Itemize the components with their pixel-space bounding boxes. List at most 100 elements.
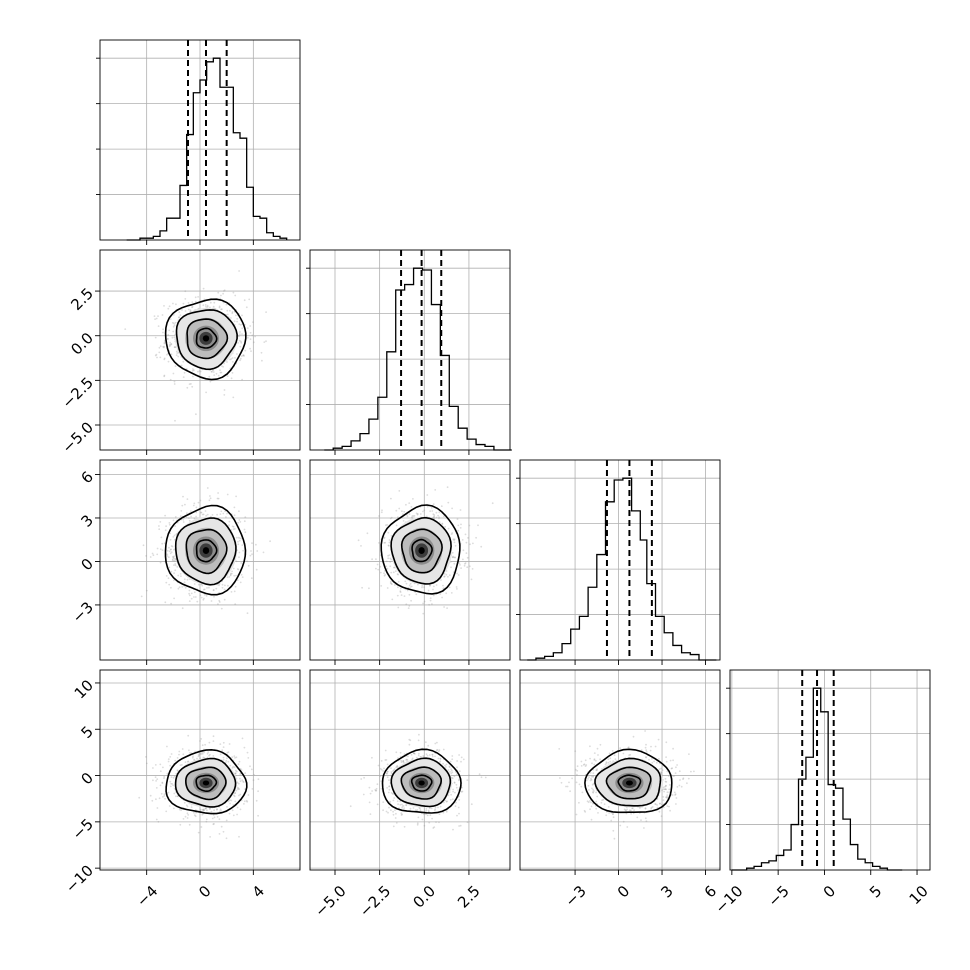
sample-point bbox=[179, 823, 182, 826]
sample-point bbox=[154, 354, 157, 357]
sample-point bbox=[426, 754, 429, 757]
sample-point bbox=[439, 758, 442, 760]
sample-point bbox=[201, 813, 204, 816]
sample-point bbox=[233, 590, 236, 593]
sample-point bbox=[413, 515, 416, 517]
sample-point bbox=[409, 739, 412, 742]
sample-point bbox=[206, 487, 209, 489]
sample-point bbox=[427, 744, 430, 747]
sample-point bbox=[238, 551, 241, 554]
sample-point bbox=[220, 365, 223, 367]
sample-point bbox=[383, 537, 385, 540]
sample-point bbox=[202, 513, 205, 516]
sample-point bbox=[405, 759, 407, 761]
sample-point bbox=[158, 797, 161, 800]
sample-point bbox=[182, 518, 185, 521]
sample-point bbox=[239, 345, 242, 348]
sample-point bbox=[432, 513, 435, 516]
sample-point bbox=[438, 511, 441, 514]
sample-point bbox=[412, 807, 415, 809]
sample-point bbox=[243, 520, 246, 523]
sample-point bbox=[480, 545, 483, 548]
sample-point bbox=[469, 543, 471, 546]
sample-point bbox=[231, 570, 234, 573]
sample-point bbox=[674, 794, 676, 796]
sample-point bbox=[167, 307, 170, 310]
sample-point bbox=[225, 516, 227, 518]
sample-point bbox=[204, 807, 207, 810]
sample-point bbox=[421, 586, 423, 589]
sample-point bbox=[462, 558, 464, 561]
sample-point bbox=[455, 773, 458, 776]
sample-point bbox=[458, 812, 460, 815]
sample-point bbox=[396, 594, 399, 597]
sample-point bbox=[447, 575, 449, 578]
sample-point bbox=[176, 566, 179, 568]
sample-point bbox=[416, 513, 419, 516]
sample-point bbox=[461, 790, 464, 793]
sample-point bbox=[395, 822, 398, 824]
sample-point bbox=[392, 813, 395, 816]
sample-point bbox=[190, 592, 193, 595]
sample-point bbox=[190, 597, 193, 600]
sample-point bbox=[457, 524, 460, 527]
sample-point bbox=[257, 778, 260, 781]
sample-point bbox=[391, 598, 394, 601]
sample-point bbox=[244, 531, 247, 534]
sample-point bbox=[452, 555, 454, 558]
y-tick-label: −3 bbox=[69, 598, 97, 626]
sample-point bbox=[251, 553, 253, 556]
sample-point bbox=[204, 510, 207, 512]
sample-point bbox=[452, 790, 454, 793]
sample-point bbox=[163, 345, 166, 348]
sample-point bbox=[455, 801, 457, 804]
sample-point bbox=[170, 602, 173, 605]
sample-point bbox=[402, 520, 405, 522]
sample-point bbox=[394, 817, 397, 819]
sample-point bbox=[565, 785, 567, 788]
sample-point bbox=[170, 545, 173, 547]
sample-point bbox=[211, 817, 214, 820]
sample-point bbox=[669, 809, 671, 812]
sample-point bbox=[188, 592, 191, 595]
sample-point bbox=[225, 303, 228, 306]
sample-point bbox=[234, 294, 237, 297]
sample-point bbox=[243, 803, 245, 805]
contour-line bbox=[174, 517, 237, 586]
sample-point bbox=[442, 811, 445, 814]
sample-point bbox=[194, 596, 197, 598]
sample-point bbox=[173, 548, 175, 551]
sample-point bbox=[465, 552, 468, 554]
sample-point bbox=[418, 752, 420, 755]
sample-point bbox=[393, 584, 396, 586]
sample-point bbox=[456, 572, 458, 575]
sample-point bbox=[248, 298, 251, 301]
sample-point bbox=[377, 568, 380, 571]
sample-point bbox=[254, 335, 256, 338]
sample-point bbox=[386, 567, 389, 570]
sample-point bbox=[453, 541, 456, 544]
sample-point bbox=[393, 566, 396, 569]
sample-point bbox=[409, 586, 412, 588]
sample-point bbox=[170, 782, 173, 785]
sample-point bbox=[397, 516, 399, 519]
sample-point bbox=[425, 809, 428, 812]
sample-point bbox=[155, 317, 158, 320]
contour-line bbox=[195, 539, 218, 563]
sample-point bbox=[216, 583, 219, 586]
sample-point bbox=[163, 346, 165, 349]
sample-point bbox=[168, 546, 170, 549]
sample-point bbox=[188, 594, 191, 597]
sample-point bbox=[184, 298, 187, 300]
sample-point bbox=[205, 514, 208, 517]
sample-point bbox=[184, 310, 187, 312]
sample-point bbox=[155, 798, 157, 801]
sample-point bbox=[428, 821, 431, 824]
sample-point bbox=[390, 792, 393, 794]
sample-point bbox=[250, 350, 252, 352]
sample-point bbox=[445, 573, 448, 576]
sample-point bbox=[458, 825, 460, 827]
sample-point bbox=[593, 752, 596, 754]
sample-point bbox=[219, 743, 222, 745]
sample-point bbox=[227, 800, 230, 803]
